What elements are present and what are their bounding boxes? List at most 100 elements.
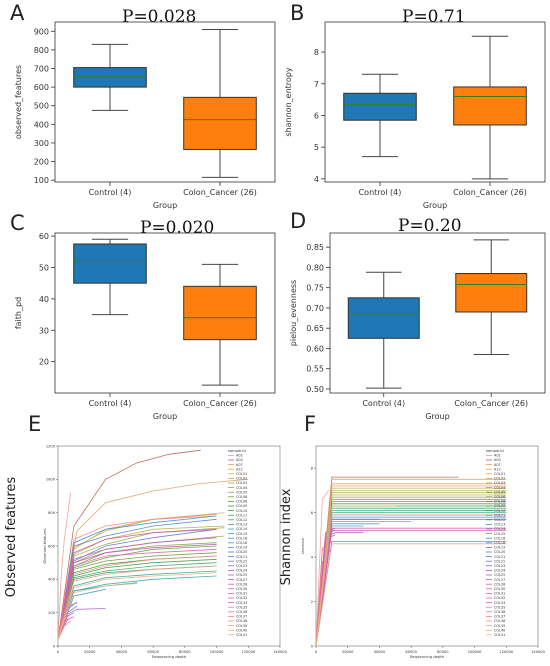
y-tick-label-d: 0.65 xyxy=(306,324,324,333)
legend-label-f: COL25 xyxy=(494,573,505,577)
y-tick-label-e: 600 xyxy=(48,544,56,548)
series-line-e-col27 xyxy=(57,543,217,640)
y-tick-label-a: 900 xyxy=(34,27,49,36)
x-axis-label-a: Group xyxy=(153,201,177,210)
legend-label-e: COL35 xyxy=(236,605,247,609)
legend-label-f: COL02 xyxy=(494,477,505,481)
legend-label-e: COL19 xyxy=(236,546,247,550)
legend-label-e: COL12 xyxy=(236,518,247,522)
legend-label-f: COL30 xyxy=(494,587,505,591)
y-tick-label-a: 800 xyxy=(34,46,49,55)
legend-label-e: COL30 xyxy=(236,587,247,591)
y-axis-label-e: Observed features xyxy=(42,528,47,563)
y-tick-label-d: 0.75 xyxy=(306,284,324,293)
rarefaction-f: 0 20000 40000 60000 80000 100000 120000 140000 0… xyxy=(300,445,546,659)
y-tick-label-b: 7 xyxy=(314,80,319,89)
y-tick-label-b: 6 xyxy=(314,111,319,120)
y-tick-label-d: 0.55 xyxy=(306,365,324,374)
legend-label-f: COL04 xyxy=(494,486,505,490)
series-line-e-col28 xyxy=(57,537,217,640)
series-line-f-a02 xyxy=(315,490,330,647)
y-tick-label-a: 600 xyxy=(34,83,49,92)
x-tick-label-e: 60000 xyxy=(147,650,159,654)
legend-label-e: COL20 xyxy=(236,550,247,554)
legend-label-e: COL39 xyxy=(236,624,247,628)
x-axis-label-b: Group xyxy=(423,201,447,210)
legend-label-f: COL01 xyxy=(494,472,505,476)
legend-e: sample-idA02A03A07A12COL01COL02COL03COL0… xyxy=(228,449,247,637)
series-line-f-col39 xyxy=(315,543,507,647)
legend-label-e: COL36 xyxy=(236,610,247,614)
legend-label-f: COL21 xyxy=(494,555,505,559)
x-tick-label-d: Colon_Cancer (26) xyxy=(454,399,528,408)
legend-label-f: A07 xyxy=(494,463,501,467)
plot-area-e xyxy=(57,445,281,647)
legend-label-e: COL22 xyxy=(236,559,247,563)
y-axis-label-a: observed_features xyxy=(14,65,23,139)
x-axis-label-e: Sequencing depth xyxy=(152,654,187,659)
legend-label-f: COL37 xyxy=(494,615,505,619)
legend-label-e: COL01 xyxy=(236,472,247,476)
rarefaction-e: 0 20000 40000 60000 80000 100000 120000 140000 0… xyxy=(42,444,288,659)
legend-label-f: COL20 xyxy=(494,550,505,554)
x-tick-label-e: 100000 xyxy=(210,650,224,654)
box-b-cancer xyxy=(453,86,527,126)
series-line-e-col36 xyxy=(57,620,71,640)
legend-label-f: COL28 xyxy=(494,582,505,586)
legend-label-f: COL05 xyxy=(494,490,505,494)
x-tick-label-f: 140000 xyxy=(531,650,545,654)
y-tick-label-e: 0 xyxy=(53,644,56,648)
y-tick-label-b: 4 xyxy=(314,175,319,184)
x-tick-label-e: 0 xyxy=(57,650,60,654)
legend-label-e: COL11 xyxy=(236,513,247,517)
y-tick-label-e: 1000 xyxy=(46,478,56,482)
x-tick-label-f: 60000 xyxy=(405,650,417,654)
y-axis-label-c: faith_pd xyxy=(14,297,23,329)
y-tick-label-c: 30 xyxy=(39,326,49,335)
y-tick-label-f: 2 xyxy=(311,600,313,604)
x-tick-label-e: 40000 xyxy=(116,650,128,654)
y-tick-label-f: 4 xyxy=(311,555,314,559)
plots-layer: 100200300400500600700800900observed_feat… xyxy=(14,21,546,659)
panel-letter-b: B xyxy=(290,1,304,25)
y-tick-label-e: 1200 xyxy=(46,444,56,448)
legend-label-f: COL08 xyxy=(494,500,505,504)
legend-label-f: COL33 xyxy=(494,601,505,605)
legend-label-e: COL15 xyxy=(236,532,247,536)
y-tick-label-d: 0.85 xyxy=(306,243,324,252)
y-tick-label-a: 300 xyxy=(34,139,49,148)
legend-label-f: COL22 xyxy=(494,559,505,563)
legend-label-f: COL18 xyxy=(494,541,505,545)
legend-label-f: COL41 xyxy=(494,633,505,637)
x-tick-label-f: 100000 xyxy=(468,650,482,654)
x-axis-label-c: Group xyxy=(153,412,177,421)
legend-label-f: COL16 xyxy=(494,536,505,540)
legend-label-e: COL14 xyxy=(236,527,247,531)
y-tick-label-f: 6 xyxy=(311,511,314,515)
panel-letter-a: A xyxy=(10,1,25,25)
legend-label-f: COL35 xyxy=(494,605,505,609)
y-tick-label-a: 100 xyxy=(34,176,49,185)
legend-label-f: A03 xyxy=(494,458,501,462)
series-line-f-col30 xyxy=(315,527,507,647)
y-axis-label-b: shannon_entropy xyxy=(284,67,293,136)
y-tick-label-e: 800 xyxy=(48,511,56,515)
series-line-f-col32 xyxy=(315,530,336,647)
legend-label-e: COL32 xyxy=(236,596,247,600)
x-tick-label-e: 20000 xyxy=(84,650,96,654)
y-axis-label-d: pielou_evenness xyxy=(289,280,298,346)
legend-label-f: COL19 xyxy=(494,546,505,550)
legend-title-e: sample-id xyxy=(228,449,246,453)
x-tick-label-f: 40000 xyxy=(374,650,386,654)
legend-label-e: COL09 xyxy=(236,504,247,508)
y-tick-label-c: 20 xyxy=(39,358,49,367)
legend-label-e: COL25 xyxy=(236,573,247,577)
series-line-e-col31 xyxy=(57,548,217,640)
x-tick-label-e: 80000 xyxy=(179,650,191,654)
x-tick-label-b: Colon_Cancer (26) xyxy=(453,188,527,197)
series-line-e-a02 xyxy=(57,492,72,640)
y-tick-label-a: 400 xyxy=(34,120,49,129)
y-tick-label-d: 0.80 xyxy=(306,263,324,272)
legend-label-e: A12 xyxy=(236,467,243,471)
